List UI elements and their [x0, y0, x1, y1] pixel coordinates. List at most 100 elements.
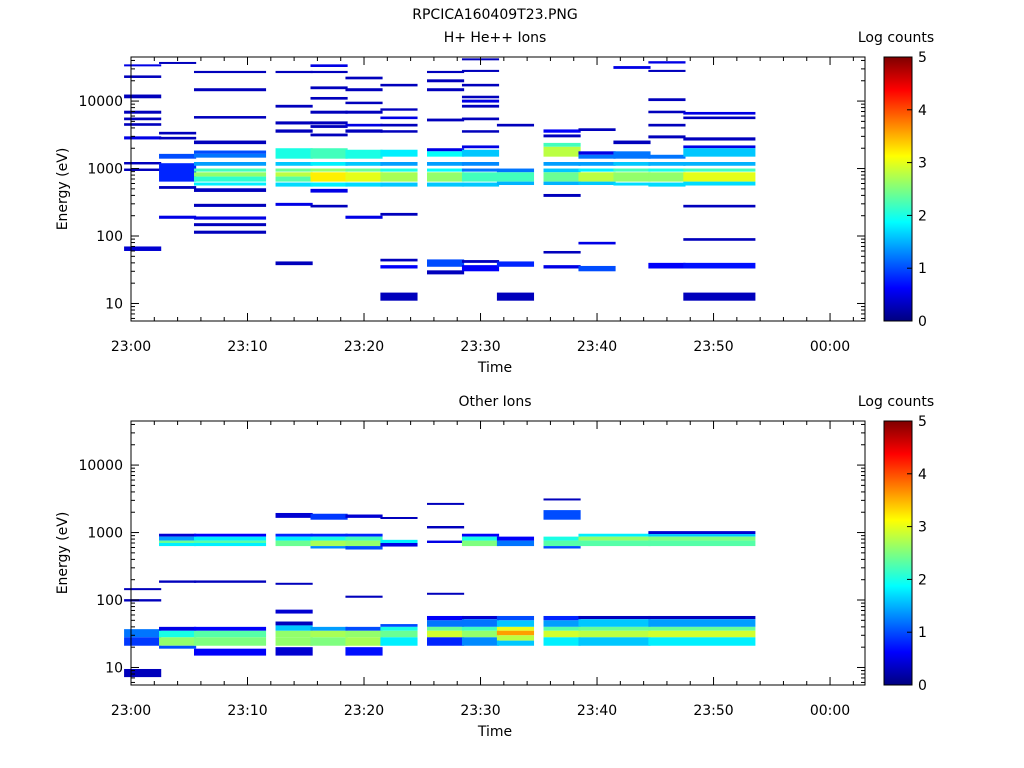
heatmap-cell [380, 539, 418, 543]
heatmap-cell [543, 630, 581, 638]
heatmap-cell [427, 151, 465, 157]
heatmap-cell [310, 162, 348, 166]
heatmap-cell [461, 619, 500, 627]
heatmap-cell [345, 637, 383, 646]
heatmap-cell [193, 216, 267, 220]
heatmap-cell [345, 88, 383, 92]
heatmap-cell [310, 182, 348, 187]
heatmap-cell [496, 172, 535, 182]
heatmap-cell [345, 129, 383, 133]
x-tick-label: 23:40 [577, 339, 617, 355]
heatmap-cell [310, 168, 348, 172]
heatmap-cell [345, 533, 383, 537]
heatmap-cell [427, 526, 465, 529]
heatmap-cell [310, 110, 348, 114]
heatmap-cell [496, 626, 535, 631]
panel-title: Other Ions [458, 394, 531, 410]
heatmap-cell [683, 172, 756, 182]
heatmap-cell [461, 162, 500, 166]
x-tick-label: 23:50 [693, 339, 733, 355]
heatmap-cell [427, 626, 465, 631]
heatmap-cell [310, 626, 348, 631]
heatmap-cell [648, 110, 686, 114]
heatmap-cell [345, 647, 383, 656]
colorbar-label: Log counts [858, 30, 934, 46]
heatmap-cell [648, 637, 756, 646]
heatmap-cell [496, 123, 535, 127]
heatmap-cell [275, 582, 313, 585]
heatmap-cell [683, 168, 756, 172]
heatmap-cell [578, 172, 616, 182]
heatmap-cell [310, 188, 348, 193]
heatmap-cell [124, 599, 162, 602]
heatmap-cell [124, 94, 162, 99]
heatmap-cell [124, 637, 162, 646]
colorbar-tick-label: 2 [918, 208, 927, 224]
heatmap-cell [613, 168, 651, 172]
heatmap-cell [427, 637, 465, 646]
heatmap-cell [275, 148, 313, 159]
heatmap-cell [461, 104, 500, 108]
heatmap-cell [543, 146, 581, 157]
heatmap-cell [578, 619, 651, 627]
heatmap-cell [543, 536, 581, 541]
heatmap-cell [345, 540, 383, 547]
heatmap-cell [345, 215, 383, 219]
heatmap-cell [345, 162, 383, 166]
heatmap-cell [427, 162, 465, 166]
heatmap-cell [193, 533, 267, 537]
heatmap-cell [461, 69, 500, 72]
heatmap-cell [193, 536, 267, 541]
heatmap-cell [380, 149, 418, 157]
heatmap-cell [380, 168, 418, 172]
heatmap-cells [124, 498, 756, 678]
heatmap-cell [683, 292, 756, 301]
heatmap-cell [543, 142, 581, 147]
heatmap-cell [310, 536, 348, 541]
heatmap-cell [310, 172, 348, 182]
heatmap-cell [193, 150, 267, 154]
heatmap-cell [159, 61, 197, 64]
heatmap-cell [648, 536, 756, 541]
heatmap-cell [275, 625, 313, 631]
heatmap-cell [543, 181, 581, 186]
heatmap-cell [613, 66, 651, 69]
heatmap-cell [427, 172, 465, 182]
heatmap-cell [310, 637, 348, 646]
heatmap-cell [613, 140, 651, 145]
colorbar-tick-label: 1 [918, 625, 927, 641]
heatmap-cell [543, 129, 581, 133]
heatmap-cell [578, 637, 651, 646]
heatmap-cell [159, 542, 197, 547]
heatmap-cell [380, 258, 418, 262]
heatmap-cell [310, 148, 348, 159]
heatmap-cell [683, 162, 756, 166]
heatmap-cell [683, 116, 756, 120]
x-tick-label: 23:20 [344, 339, 384, 355]
x-axis-label: Time [477, 360, 512, 376]
heatmap-cell [648, 61, 686, 64]
heatmap-cell [578, 241, 616, 245]
heatmap-cell [310, 533, 348, 537]
heatmap-cell [648, 531, 756, 535]
heatmap-cell [193, 168, 267, 172]
heatmap-cell [578, 181, 616, 186]
x-tick-label: 23:10 [227, 703, 267, 719]
x-tick-label: 23:00 [111, 703, 151, 719]
heatmap-cell [578, 626, 651, 631]
y-tick-label: 100 [96, 593, 123, 609]
heatmap-cell [427, 118, 465, 122]
heatmap-cell [193, 162, 267, 166]
heatmap-cell [310, 121, 348, 125]
heatmap-cell [461, 172, 500, 182]
heatmap-cell [648, 262, 686, 269]
heatmap-cell [193, 188, 267, 192]
heatmap-cell [345, 149, 383, 159]
colorbar-tick-label: 4 [918, 103, 927, 119]
heatmap-cell [193, 116, 267, 119]
heatmap-cell [159, 215, 197, 219]
heatmap-cell [496, 540, 535, 547]
heatmap-cell [461, 95, 500, 99]
x-tick-label: 23:20 [344, 703, 384, 719]
heatmap-cell [648, 619, 756, 627]
